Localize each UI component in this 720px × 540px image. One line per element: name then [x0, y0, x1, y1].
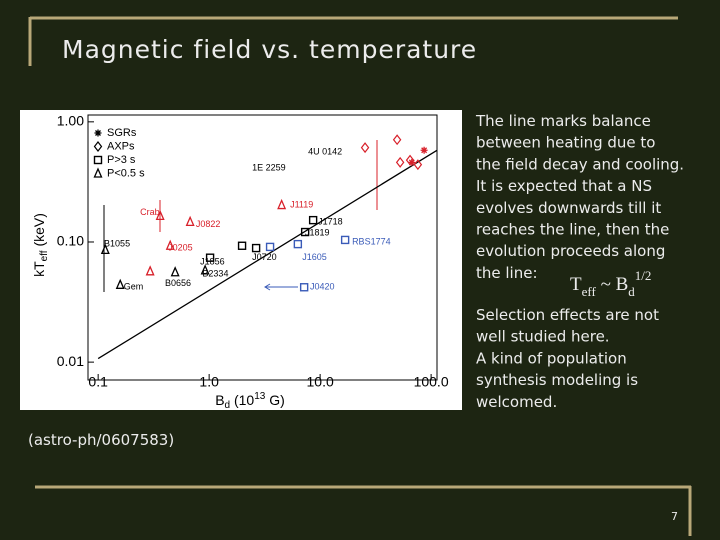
chart-panel	[20, 110, 462, 410]
point	[170, 266, 180, 277]
y-label-part: (keV)	[31, 213, 47, 250]
x-label-part: 13	[254, 391, 266, 402]
annotation: B2334	[202, 269, 228, 279]
point	[293, 239, 303, 249]
annotation: Gem	[124, 282, 144, 292]
point	[237, 241, 247, 250]
legend-label: P<0.5 s	[107, 167, 145, 179]
point	[115, 278, 125, 289]
body-line: the field decay and cooling.	[476, 155, 684, 173]
reference: (astro-ph/0607583)	[28, 431, 174, 449]
annotation: 4U 0142	[308, 146, 342, 156]
decor-lines	[28, 16, 692, 536]
x-tick-label: 0.1	[88, 374, 108, 390]
formula-part: ~ B	[596, 274, 628, 295]
formula-part: d	[628, 284, 635, 299]
page-number: 7	[671, 510, 678, 523]
legend-marker	[93, 141, 103, 152]
y-tick-label: 1.00	[57, 113, 84, 129]
y-label-part: kT	[31, 261, 47, 277]
annotation: 1E 2259	[252, 163, 286, 173]
point	[308, 215, 318, 225]
annotation: J0720	[252, 252, 277, 262]
x-label-part: B	[215, 392, 224, 408]
x-axis-label: Bd (1013 G)	[215, 391, 285, 411]
point	[251, 243, 261, 253]
point	[185, 215, 195, 227]
body-line: synthesis modeling is	[476, 371, 638, 389]
legend-marker	[94, 129, 102, 137]
point	[277, 198, 287, 210]
annotation: J1718	[318, 216, 343, 226]
formula: Teff ~ Bd1/2	[570, 268, 651, 299]
y-label-part: eff	[39, 250, 50, 261]
point	[165, 239, 175, 250]
annotation: J1605	[302, 252, 327, 262]
point	[145, 265, 155, 276]
x-label-part: (10	[230, 392, 254, 408]
point	[405, 154, 415, 166]
point	[340, 235, 350, 245]
point	[395, 156, 405, 168]
plot-frame	[87, 114, 438, 381]
annotation: B0656	[165, 278, 191, 288]
legend-label: P>3 s	[107, 154, 136, 166]
annotation: J1119	[290, 199, 313, 209]
point	[265, 242, 275, 252]
body-line: Selection effects are not	[476, 306, 659, 324]
body-line: welcomed.	[476, 393, 557, 411]
balance-line	[97, 149, 438, 360]
annotation: J1856	[200, 256, 225, 266]
legend-marker	[93, 167, 103, 178]
legend-marker	[93, 155, 103, 165]
x-tick-label: 1.0	[199, 374, 219, 390]
annotation: B1055	[104, 238, 130, 248]
x-tick-label: 100.0	[414, 374, 449, 390]
body-line: A kind of population	[476, 349, 627, 367]
y-axis-label: kTeff (keV)	[31, 213, 50, 277]
y-tick-label: 0.01	[57, 353, 84, 369]
point	[200, 264, 210, 275]
body-line: well studied here.	[476, 328, 610, 346]
annotation: J0420	[310, 282, 335, 292]
point	[360, 142, 370, 154]
x-tick-label: 10.0	[307, 374, 334, 390]
annotation: J1819	[305, 227, 330, 237]
annotation: Crab	[140, 207, 160, 217]
body-line: The line marks balance	[475, 112, 651, 130]
legend-label: AXPs	[107, 140, 135, 152]
point	[100, 243, 110, 255]
body-line: evolves downwards till it	[476, 199, 661, 217]
slide-title: Magnetic field vs. temperature	[62, 35, 477, 64]
formula-part: 1/2	[635, 268, 652, 283]
arrow-head	[264, 283, 271, 291]
body-line: the line:	[476, 264, 538, 282]
annotation: RBS1774	[352, 236, 391, 246]
y-tick-label: 0.10	[57, 233, 84, 249]
body-text: The line marks balance between heating du…	[475, 112, 684, 411]
point	[392, 134, 402, 146]
chart: kTeff (keV) Bd (1013 G) 0.01 0.10 1.00 0.1 1…	[20, 110, 462, 411]
formula-part: T	[570, 274, 582, 295]
legend-label: SGRs	[107, 127, 137, 139]
x-label-part: G)	[265, 392, 284, 408]
body-line: reaches the line, then the	[476, 221, 669, 239]
annotation: J0205	[168, 242, 193, 252]
annotation: J0822	[196, 219, 221, 229]
point	[413, 159, 423, 171]
body-line: between heating due to	[476, 134, 656, 152]
body-line: It is expected that a NS	[476, 177, 652, 195]
body-line: evolution proceeds along	[476, 242, 665, 260]
formula-part: eff	[582, 284, 597, 299]
point	[420, 146, 428, 154]
point	[155, 209, 165, 221]
point	[299, 283, 309, 292]
x-label-part: d	[225, 400, 231, 411]
point	[205, 253, 215, 262]
point	[300, 227, 310, 237]
